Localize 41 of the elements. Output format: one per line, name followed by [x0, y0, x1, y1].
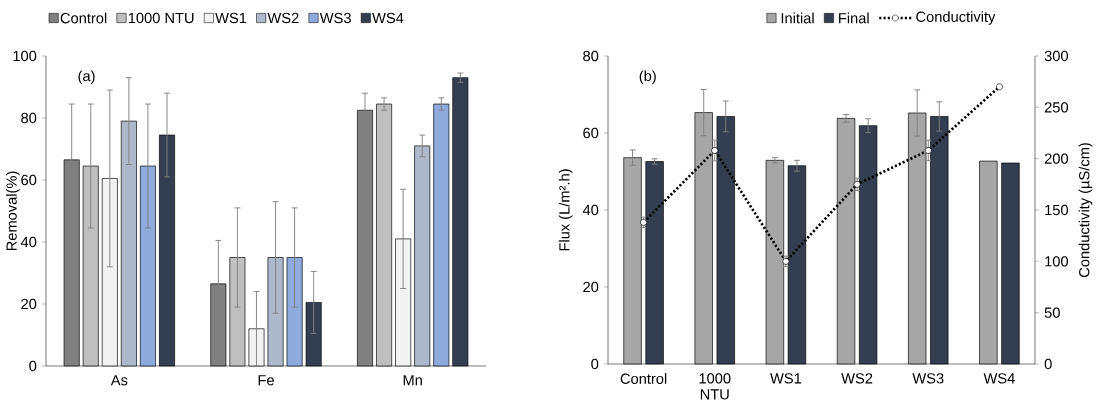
x-tick-label: WS4	[983, 373, 1015, 384]
legend-label: Final	[839, 12, 869, 24]
y-tick-label: 40	[582, 204, 599, 216]
y-tick-label: 0	[29, 360, 37, 372]
y2-tick-label: 100	[1045, 256, 1069, 267]
x-tick-label: 1000 NTU	[699, 373, 731, 400]
legend-label: Conductivity	[916, 11, 996, 25]
y-tick-label: 100	[13, 50, 37, 62]
y2-tick-label: 300	[1044, 50, 1069, 62]
x-tick-label: WS3	[912, 373, 944, 384]
y-tick-label: 80	[21, 112, 37, 124]
y2-axis-title: Conductivity (µS/cm)	[1078, 143, 1093, 278]
legend-label: 1000 NTU	[128, 12, 194, 24]
y2-tick-label: 50	[1044, 307, 1060, 318]
y-tick-label: 40	[20, 236, 37, 248]
y-tick-label: 20	[21, 298, 37, 310]
legend-label: Control	[60, 12, 107, 24]
y-tick-label: 0	[591, 358, 599, 370]
y-axis-title: Flux (L/m².h)	[558, 169, 573, 251]
legend-label: WS3	[319, 12, 351, 24]
y-tick-label: 60	[583, 127, 599, 139]
y2-tick-label: 250	[1044, 102, 1069, 113]
annotation: (b)	[639, 70, 656, 85]
x-tick-label: Control	[620, 373, 667, 384]
legend-label: WS1	[215, 12, 247, 24]
x-tick-label: Fe	[258, 375, 274, 386]
y2-tick-label: 150	[1045, 204, 1069, 216]
x-tick-label: Mn	[403, 375, 422, 386]
y2-tick-label: 200	[1044, 153, 1069, 164]
x-tick-label: As	[110, 375, 128, 386]
y-tick-label: 20	[583, 281, 599, 293]
y-axis-title: Removal(%)	[6, 171, 20, 251]
legend-label: WS4	[372, 12, 404, 24]
legend-label: WS2	[267, 12, 299, 24]
y-tick-label: 80	[583, 50, 599, 62]
annotation: (a)	[78, 70, 95, 85]
y-tick-label: 60	[21, 174, 37, 186]
x-tick-label: WS1	[770, 373, 802, 384]
x-tick-label: WS2	[841, 373, 873, 384]
y2-tick-label: 0	[1044, 358, 1052, 370]
legend-label: Initial	[781, 12, 814, 24]
